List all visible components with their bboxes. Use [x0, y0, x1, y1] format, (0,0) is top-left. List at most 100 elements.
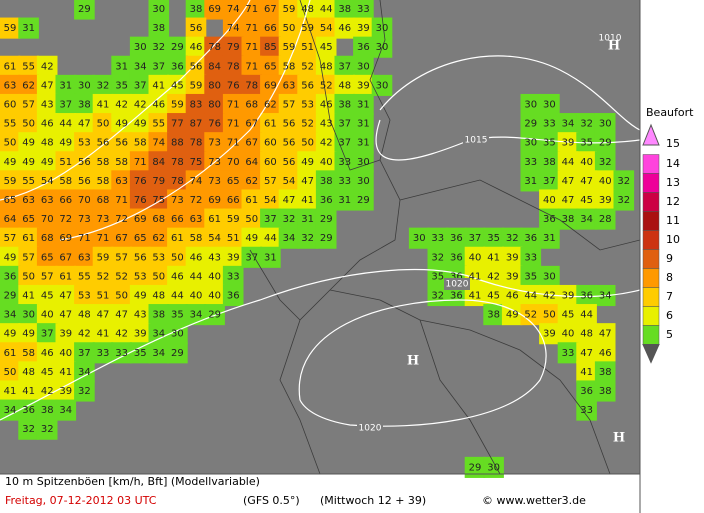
gust-value: 61	[264, 119, 277, 130]
gust-cell	[36, 284, 58, 307]
gust-value: 30	[524, 100, 537, 111]
gust-cell	[520, 132, 542, 154]
gust-value: 30	[78, 80, 91, 91]
gust-cell	[18, 189, 39, 211]
gust-value: 65	[22, 214, 35, 225]
gust-cell	[204, 227, 225, 249]
gust-value: 59	[190, 80, 203, 91]
gust-value: 42	[134, 100, 147, 111]
gust-value: 75	[152, 195, 165, 206]
gust-value: 47	[283, 195, 296, 206]
gust-cell	[18, 132, 39, 154]
gust-value: 39	[506, 252, 519, 263]
gust-value: 42	[320, 138, 333, 149]
gust-value: 36	[450, 271, 463, 282]
gust-value: 42	[115, 329, 128, 340]
gust-cell	[129, 227, 151, 249]
gust-cell	[185, 170, 207, 192]
gust-value: 43	[134, 310, 147, 321]
gust-value: 43	[320, 119, 333, 130]
gust-value: 41	[22, 291, 35, 302]
gust-cell	[483, 304, 504, 326]
gust-value: 39	[543, 329, 556, 340]
gust-value: 50	[115, 291, 128, 302]
gust-cell	[222, 246, 244, 268]
gust-value: 40	[59, 348, 72, 359]
gust-value: 47	[97, 310, 110, 321]
gust-value: 32	[22, 424, 35, 435]
gust-value: 48	[41, 138, 54, 149]
gust-value: 37	[245, 252, 258, 263]
gust-cell	[55, 246, 77, 268]
gust-value: 31	[357, 119, 370, 130]
legend-label: 14	[666, 157, 680, 170]
gust-cell	[74, 74, 95, 96]
gust-value: 31	[115, 61, 128, 72]
gust-cell	[241, 132, 263, 154]
gust-cell	[594, 151, 616, 173]
gust-cell	[18, 246, 39, 268]
gust-value: 76	[208, 119, 221, 130]
gust-value: 66	[171, 214, 184, 225]
gust-cell	[148, 208, 170, 230]
gust-cell	[334, 0, 356, 20]
gust-value: 69	[59, 233, 72, 244]
gust-value: 36	[227, 291, 240, 302]
gust-cell	[222, 284, 244, 307]
gust-value: 49	[4, 157, 17, 168]
gust-value: 57	[115, 252, 128, 263]
gust-cell	[18, 265, 39, 287]
gust-cell	[167, 93, 188, 116]
gust-value: 88	[171, 138, 184, 149]
gust-cell	[204, 132, 225, 154]
gust-cell	[18, 74, 39, 96]
gust-cell	[260, 55, 281, 77]
gust-value: 50	[301, 138, 314, 149]
legend-label: 8	[666, 271, 673, 284]
gust-value: 72	[59, 214, 72, 225]
gust-cell	[167, 113, 188, 135]
isobar-label: 1020	[446, 280, 469, 290]
gust-cell	[353, 0, 374, 20]
gust-cell	[148, 189, 170, 211]
gust-value: 42	[41, 61, 54, 72]
gust-cell	[353, 17, 374, 39]
gust-cell	[74, 323, 95, 345]
gust-value: 56	[301, 80, 314, 91]
gust-cell	[260, 227, 281, 249]
gust-value: 38	[152, 310, 165, 321]
gust-value: 65	[134, 233, 147, 244]
gust-cell	[204, 55, 225, 77]
gust-cell	[167, 74, 188, 96]
gust-cell	[129, 36, 151, 58]
gust-cell	[18, 208, 39, 230]
gust-value: 33	[580, 405, 593, 416]
gust-cell	[222, 17, 244, 39]
gust-value: 69	[208, 195, 221, 206]
gust-cell	[241, 227, 263, 249]
gust-cell	[36, 323, 58, 345]
gust-cell	[185, 74, 207, 96]
legend: 15 14 13 12 11 10 9 8 7 6 5	[642, 123, 680, 364]
gust-value: 41	[152, 80, 165, 91]
legend-swatch	[642, 249, 660, 269]
gust-cell	[315, 36, 337, 58]
gust-value: 47	[115, 310, 128, 321]
gust-value: 55	[152, 119, 165, 130]
gust-value: 50	[245, 214, 258, 225]
gust-value: 60	[264, 157, 277, 168]
gust-value: 57	[283, 100, 296, 111]
legend-swatch	[642, 211, 660, 231]
gust-value: 59	[4, 176, 17, 187]
gust-value: 34	[562, 119, 575, 130]
gust-cell	[129, 342, 151, 364]
gust-cell	[278, 36, 300, 58]
gust-cell	[129, 265, 151, 287]
gust-cell	[260, 151, 281, 173]
gust-value: 68	[97, 195, 110, 206]
gust-cell	[148, 151, 170, 173]
gust-cell	[55, 399, 77, 421]
gust-value: 76	[134, 195, 147, 206]
gust-value: 29	[78, 4, 91, 15]
gust-value: 32	[41, 424, 54, 435]
